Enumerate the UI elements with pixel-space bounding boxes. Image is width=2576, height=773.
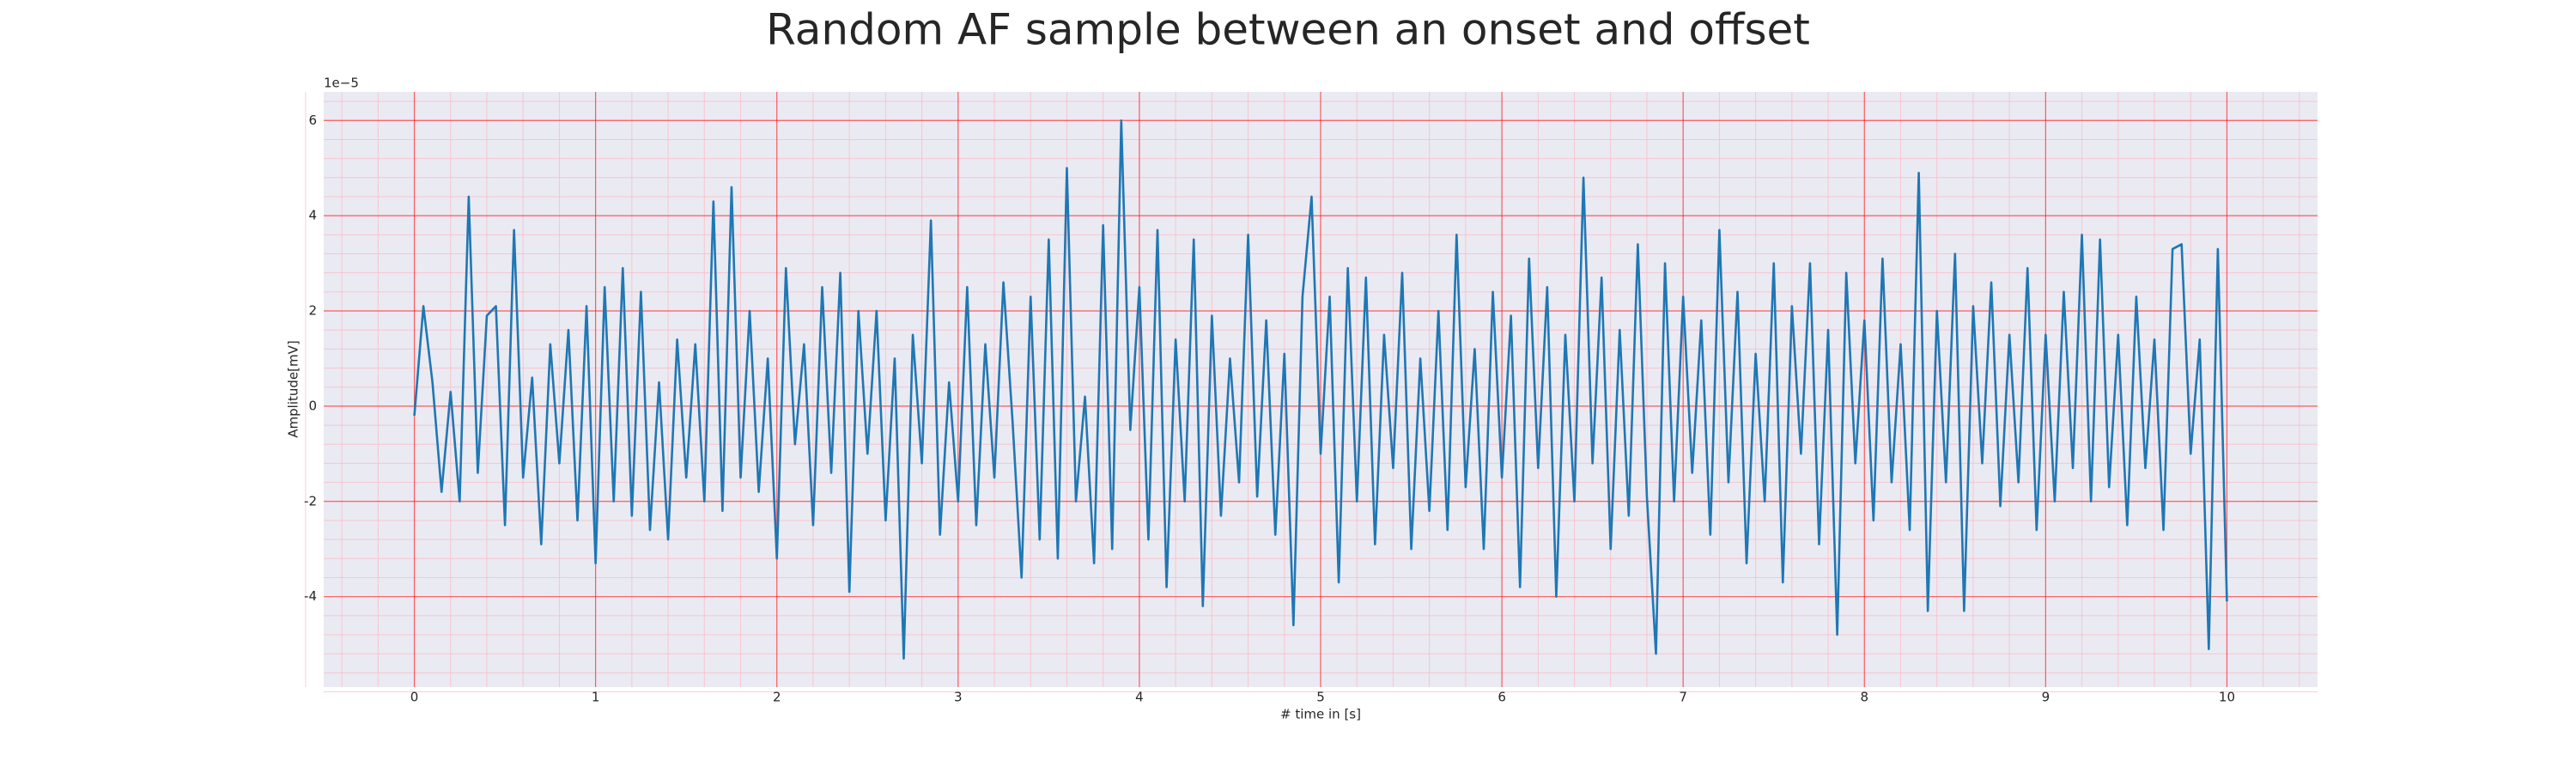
x-tick-label: 7 xyxy=(1679,690,1687,705)
x-tick-label: 0 xyxy=(410,690,419,705)
y-tick-label: -2 xyxy=(304,493,317,508)
x-tick-label: 4 xyxy=(1135,690,1144,705)
x-tick-label: 5 xyxy=(1316,690,1325,705)
x-axis-label: # time in [s] xyxy=(1280,707,1361,722)
x-tick-label: 3 xyxy=(954,690,963,705)
y-tick-label: 6 xyxy=(308,113,317,128)
y-offset-label: 1e−5 xyxy=(324,76,359,91)
x-tick-label: 8 xyxy=(1860,690,1868,705)
y-tick-label: 2 xyxy=(308,303,317,319)
data-line xyxy=(413,119,2228,660)
y-axis-label: Amplitude[mV] xyxy=(286,340,301,437)
y-tick-label: 4 xyxy=(308,208,317,223)
y-tick-label: -4 xyxy=(304,588,317,604)
x-tick-label: 1 xyxy=(592,690,600,705)
chart-title: Random AF sample between an onset and of… xyxy=(766,5,1810,55)
x-tick-label: 2 xyxy=(773,690,781,705)
x-tick-label: 6 xyxy=(1498,690,1506,705)
x-tick-label: 9 xyxy=(2042,690,2050,705)
x-tick-label: 10 xyxy=(2219,690,2235,705)
y-tick-label: 0 xyxy=(308,398,317,413)
